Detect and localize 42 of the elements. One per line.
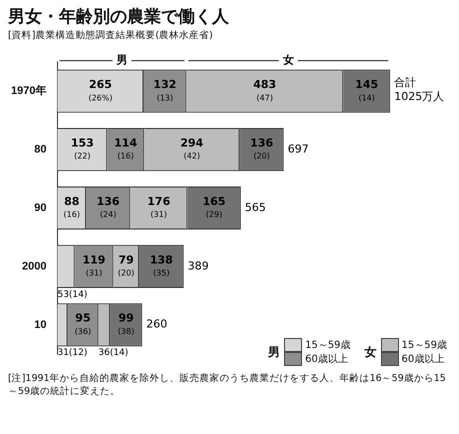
data-label: 294(42) (180, 136, 204, 161)
text: [注]1991年から自給的農家を除外し、販売農家のうち農業だけをする人、年齢は16～59歳から15～59歳の統計に変えた。 (8, 372, 447, 398)
data-label: 99(38) (118, 312, 134, 336)
annotation: 男 (115, 54, 128, 67)
data-label: 31(12) (57, 348, 88, 358)
total-label: 389 (188, 259, 209, 272)
data-label: 79(20) (118, 253, 134, 278)
data-label: 114(16) (114, 136, 138, 161)
legend-label: 60歳以上 (402, 352, 444, 366)
y-tick-label: 2000 (22, 260, 46, 272)
y-tick-label: 10 (34, 318, 46, 331)
text: 男 (268, 344, 280, 358)
total-label: 260 (146, 318, 168, 331)
data-label: 265(26%) (88, 78, 112, 102)
data-label: 53(14) (57, 290, 88, 300)
data-label: 88(16) (64, 194, 80, 220)
data-label: 132(13) (153, 78, 176, 102)
data-label: 176(31) (147, 194, 171, 220)
data-label: 145(14) (355, 78, 378, 102)
y-tick-label: 80 (34, 144, 46, 156)
data-label: 119(31) (82, 253, 106, 278)
legend-label: 15～59歳 (305, 338, 351, 352)
text: [資料]農業構造動態調査結果概要(農林水産省) (8, 29, 214, 42)
total-label: 697 (288, 142, 309, 156)
data-label: 95(36) (74, 312, 92, 336)
data-label: 153(22) (70, 136, 94, 161)
data-label: 136(20) (250, 136, 274, 161)
text: 女 (364, 344, 377, 358)
total-label: 1025万人 (394, 90, 444, 104)
data-label: 36(14) (98, 348, 128, 358)
legend-label: 15～59歳 (402, 338, 447, 352)
data-label: 483(47) (253, 78, 276, 102)
y-tick-label: 90 (34, 202, 46, 214)
total-label: 565 (244, 200, 266, 214)
text: 合計 (394, 76, 416, 90)
legend-label: 60歳以上 (305, 352, 348, 366)
data-label: 136(24) (96, 194, 120, 220)
annotation: 女 (282, 54, 294, 67)
data-label: 138(35) (150, 253, 173, 278)
y-tick-label: 1970年 (10, 84, 46, 98)
data-label: 165(29) (202, 194, 226, 220)
chart-title: 男女・年齢別の農業で働く人 (8, 6, 230, 28)
